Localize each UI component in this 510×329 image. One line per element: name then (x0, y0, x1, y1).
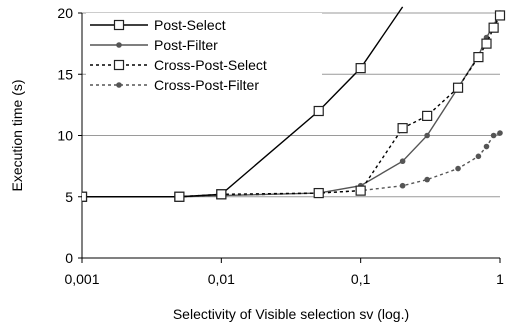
x-tick-label: 0,1 (351, 271, 371, 287)
series-post-select (82, 6, 404, 202)
y-tick-label: 10 (57, 128, 73, 144)
tick-labels: 0 5 10 15 20 0,001 0,01 0,1 1 (57, 5, 504, 287)
legend-item: Cross-Post-Filter (90, 77, 259, 93)
series-line (82, 132, 501, 198)
y-axis-title: Execution time (s) (9, 79, 25, 191)
y-tick-label: 20 (57, 5, 73, 21)
x-axis-title: Selectivity of Visible selection sv (log… (173, 306, 409, 322)
series-line (82, 6, 404, 198)
data-point (488, 22, 499, 33)
data-point (422, 110, 433, 122)
data-point (473, 51, 484, 63)
y-tick-label: 0 (65, 250, 73, 266)
data-point (313, 187, 324, 199)
data-point (424, 176, 430, 183)
legend-marker (116, 82, 122, 88)
data-point (174, 191, 185, 202)
data-point (475, 153, 482, 160)
data-point (483, 143, 490, 150)
legend-marker (113, 59, 125, 71)
data-point (497, 130, 503, 136)
data-point (313, 105, 324, 117)
x-tick-label: 0,01 (208, 271, 235, 287)
legend-label: Cross-Post-Select (154, 57, 267, 73)
data-point (399, 182, 406, 189)
data-point (355, 63, 366, 74)
data-point (490, 132, 497, 139)
legend-background (86, 13, 322, 101)
data-point (399, 158, 406, 165)
series-layer (82, 6, 506, 202)
series-cross-post-filter (82, 130, 503, 200)
y-tick-label: 15 (57, 66, 73, 82)
data-point (452, 82, 464, 93)
legend: Post-Select Post-Filter Cross-Post-Select C… (86, 13, 322, 101)
x-tick-label: 0,001 (64, 271, 99, 287)
data-point (216, 189, 227, 200)
legend-label: Post-Select (154, 17, 226, 33)
legend-marker (116, 42, 122, 48)
data-point (397, 123, 408, 134)
legend-label: Post-Filter (154, 37, 218, 53)
legend-item: Post-Select (90, 17, 226, 33)
data-point (481, 38, 492, 49)
legend-marker (113, 19, 125, 31)
data-point (82, 191, 88, 202)
legend-label: Cross-Post-Filter (154, 77, 259, 93)
legend-item: Post-Filter (90, 37, 218, 53)
data-point (355, 185, 366, 196)
y-tick-label: 5 (65, 189, 73, 205)
legend-item: Cross-Post-Select (90, 57, 267, 73)
data-point (424, 132, 430, 139)
data-point (494, 10, 506, 21)
x-tick-label: 1 (496, 271, 504, 287)
tick-marks (78, 12, 501, 263)
data-point (455, 165, 461, 172)
